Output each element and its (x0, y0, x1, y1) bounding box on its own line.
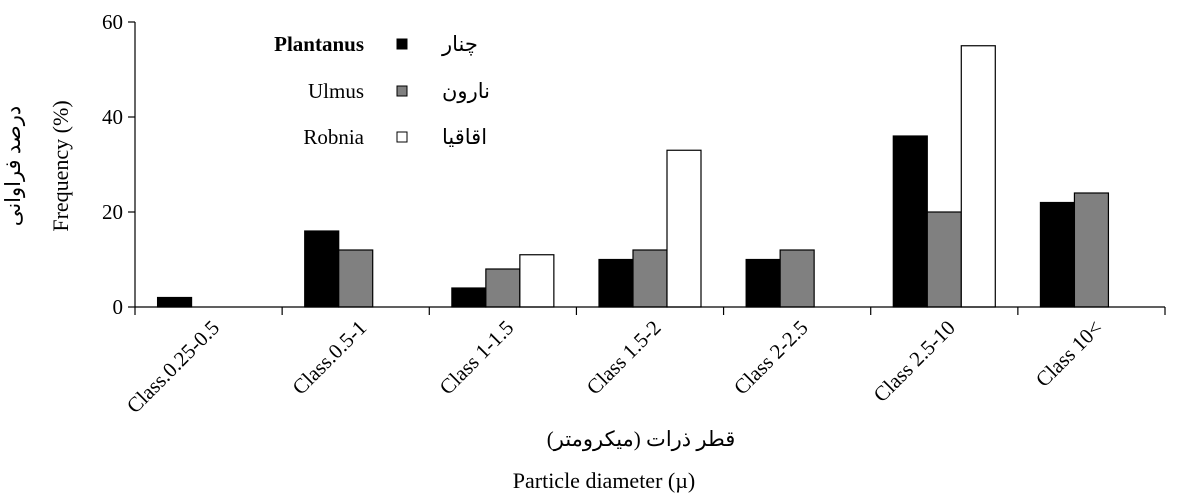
bar-plantanus-0 (156, 296, 193, 308)
bar-plantanus-6 (1039, 201, 1076, 308)
legend-label-ulmus: Ulmus (308, 79, 364, 103)
x-tick-label-1: Class.0.5-1 (287, 316, 371, 400)
bar-robnia-2 (519, 254, 555, 308)
y-tick-label-3: 60 (102, 10, 123, 34)
x-tick-label-2: Class 1-1.5 (435, 316, 519, 400)
bar-plantanus-1 (304, 230, 340, 308)
bar-robnia-3 (666, 149, 702, 308)
legend-label-fa-robnia: اقاقیا (442, 125, 487, 149)
legend-swatch-ulmus (396, 85, 408, 97)
legend-label-fa-plantanus: چنار (441, 32, 478, 57)
bar-ulmus-5 (926, 211, 962, 308)
x-tick-label-0: Class.0.25-0.5 (122, 316, 224, 418)
x-tick-label-6: Class 10< (1031, 316, 1107, 392)
y-axis-label-fa: درصد فراوانی (1, 106, 26, 226)
y-tick-label-0: 0 (113, 295, 124, 319)
bar-plantanus-4 (745, 258, 781, 308)
x-tick-label-5: Class 2.5-10 (869, 316, 960, 407)
bar-plantanus-2 (451, 287, 487, 308)
bar-ulmus-2 (485, 268, 521, 308)
legend-swatch-plantanus (396, 38, 408, 50)
legend-label-robnia: Robnia (303, 125, 364, 149)
x-categories-layer: Class.0.25-0.5 Class.0.5-1 Class 1-1.5 Clas… (122, 307, 1166, 418)
bar-plantanus-3 (598, 258, 634, 308)
y-tick-label-1: 20 (102, 200, 123, 224)
legend-label-plantanus: Plantanus (274, 32, 364, 56)
y-tick-label-2: 40 (102, 105, 123, 129)
x-axis-label: Particle diameter (µ) (513, 468, 695, 493)
bar-ulmus-6 (1073, 192, 1110, 308)
bar-robnia-5 (960, 45, 996, 308)
x-tick-label-4: Class 2-2.5 (729, 316, 813, 400)
legend: Plantanus چنار Ulmus نارون Robnia اقاقیا (274, 32, 490, 149)
axes-layer (134, 22, 1165, 308)
bar-ulmus-3 (632, 249, 668, 308)
bars-layer (156, 45, 1110, 308)
bar-ulmus-4 (779, 249, 815, 308)
bar-ulmus-1 (338, 249, 374, 308)
legend-swatch-robnia (396, 131, 408, 143)
y-axis-label: Frequency (%) (48, 100, 73, 231)
y-ticks-layer: 0 20 40 60 (102, 10, 135, 319)
x-tick-label-3: Class 1.5-2 (582, 316, 666, 400)
legend-label-fa-ulmus: نارون (442, 79, 490, 104)
bar-plantanus-5 (892, 135, 928, 308)
x-axis-label-fa: قطر ذرات (میکرومتر) (547, 427, 736, 452)
